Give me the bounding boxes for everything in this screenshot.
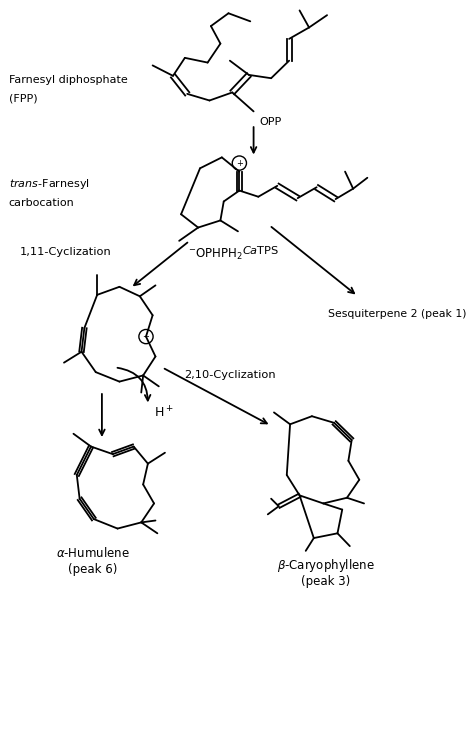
Text: $\mathit{Ca}$TPS: $\mathit{Ca}$TPS xyxy=(242,244,279,256)
Text: (peak 6): (peak 6) xyxy=(68,563,117,576)
Text: $\mathit{trans}$-Farnesyl: $\mathit{trans}$-Farnesyl xyxy=(9,177,89,191)
Text: +: + xyxy=(143,332,149,341)
Text: H$^+$: H$^+$ xyxy=(154,406,173,421)
Text: OPP: OPP xyxy=(259,117,282,127)
Text: 1,11-Cyclization: 1,11-Cyclization xyxy=(20,247,112,257)
Text: $^{-}$OPHPH$_2$: $^{-}$OPHPH$_2$ xyxy=(188,246,243,261)
Text: Farnesyl diphosphate: Farnesyl diphosphate xyxy=(9,75,128,85)
Text: 2,10-Cyclization: 2,10-Cyclization xyxy=(184,371,275,380)
Text: carbocation: carbocation xyxy=(9,198,74,208)
Text: (FPP): (FPP) xyxy=(9,94,37,103)
Text: +: + xyxy=(236,159,243,168)
Text: $\mathit{\alpha}$-Humulene: $\mathit{\alpha}$-Humulene xyxy=(55,546,129,560)
Text: (peak 3): (peak 3) xyxy=(301,574,351,587)
Text: Sesquiterpene 2 (peak 1): Sesquiterpene 2 (peak 1) xyxy=(328,309,467,319)
Text: $\mathit{\beta}$-Caryophyllene: $\mathit{\beta}$-Caryophyllene xyxy=(277,557,375,574)
